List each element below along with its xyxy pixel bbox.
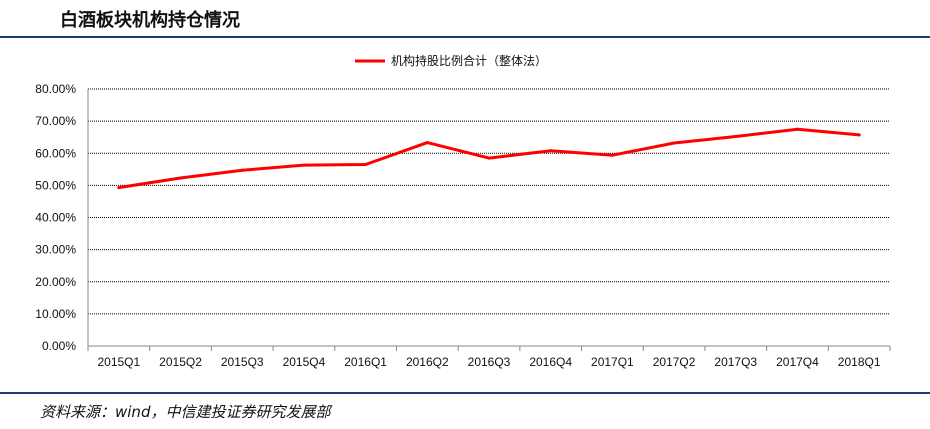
line-chart: 0.00% 10.00% 20.00% 30.00% 40.00% 50.00% 60.00… xyxy=(35,53,891,369)
source-note: 资料来源：wind，中信建投证券研究发展部 xyxy=(40,403,331,421)
x-tick-label: 2015Q2 xyxy=(159,355,202,369)
y-tick-label: 40.00% xyxy=(35,211,76,225)
x-tick-label: 2016Q3 xyxy=(468,355,511,369)
x-tick-label: 2015Q4 xyxy=(283,355,326,369)
data-point xyxy=(610,153,614,157)
data-point xyxy=(364,162,368,166)
x-tick-label: 2015Q3 xyxy=(221,355,264,369)
y-tick-label: 20.00% xyxy=(35,275,76,289)
y-tick-label: 50.00% xyxy=(35,178,76,192)
y-tick-label: 30.00% xyxy=(35,243,76,257)
data-point xyxy=(302,163,306,167)
data-point xyxy=(549,149,553,153)
y-tick-label: 10.00% xyxy=(35,307,76,321)
data-point xyxy=(240,168,244,172)
legend-label: 机构持股比例合计（整体法） xyxy=(391,53,547,68)
x-tick-label: 2017Q3 xyxy=(714,355,757,369)
data-point xyxy=(425,141,429,145)
y-tick-label: 60.00% xyxy=(35,146,76,160)
data-point xyxy=(487,156,491,160)
x-tick-label: 2017Q1 xyxy=(591,355,634,369)
data-point xyxy=(857,133,861,137)
data-point xyxy=(734,135,738,139)
x-tick-label: 2016Q4 xyxy=(529,355,572,369)
y-tick-label: 70.00% xyxy=(35,114,76,128)
x-tick-label: 2017Q2 xyxy=(653,355,696,369)
data-point xyxy=(117,186,121,190)
x-tick-label: 2017Q4 xyxy=(776,355,819,369)
x-tick-label: 2015Q1 xyxy=(97,355,140,369)
top-divider xyxy=(0,36,930,38)
bottom-divider xyxy=(0,392,930,394)
x-tick-label: 2016Q1 xyxy=(344,355,387,369)
x-tick-label: 2016Q2 xyxy=(406,355,449,369)
page-title: 白酒板块机构持仓情况 xyxy=(60,10,240,31)
y-tick-label: 0.00% xyxy=(42,339,76,353)
data-point xyxy=(179,176,183,180)
y-tick-label: 80.00% xyxy=(35,82,76,96)
data-point xyxy=(795,127,799,131)
x-tick-label: 2018Q1 xyxy=(838,355,881,369)
data-point xyxy=(672,141,676,145)
